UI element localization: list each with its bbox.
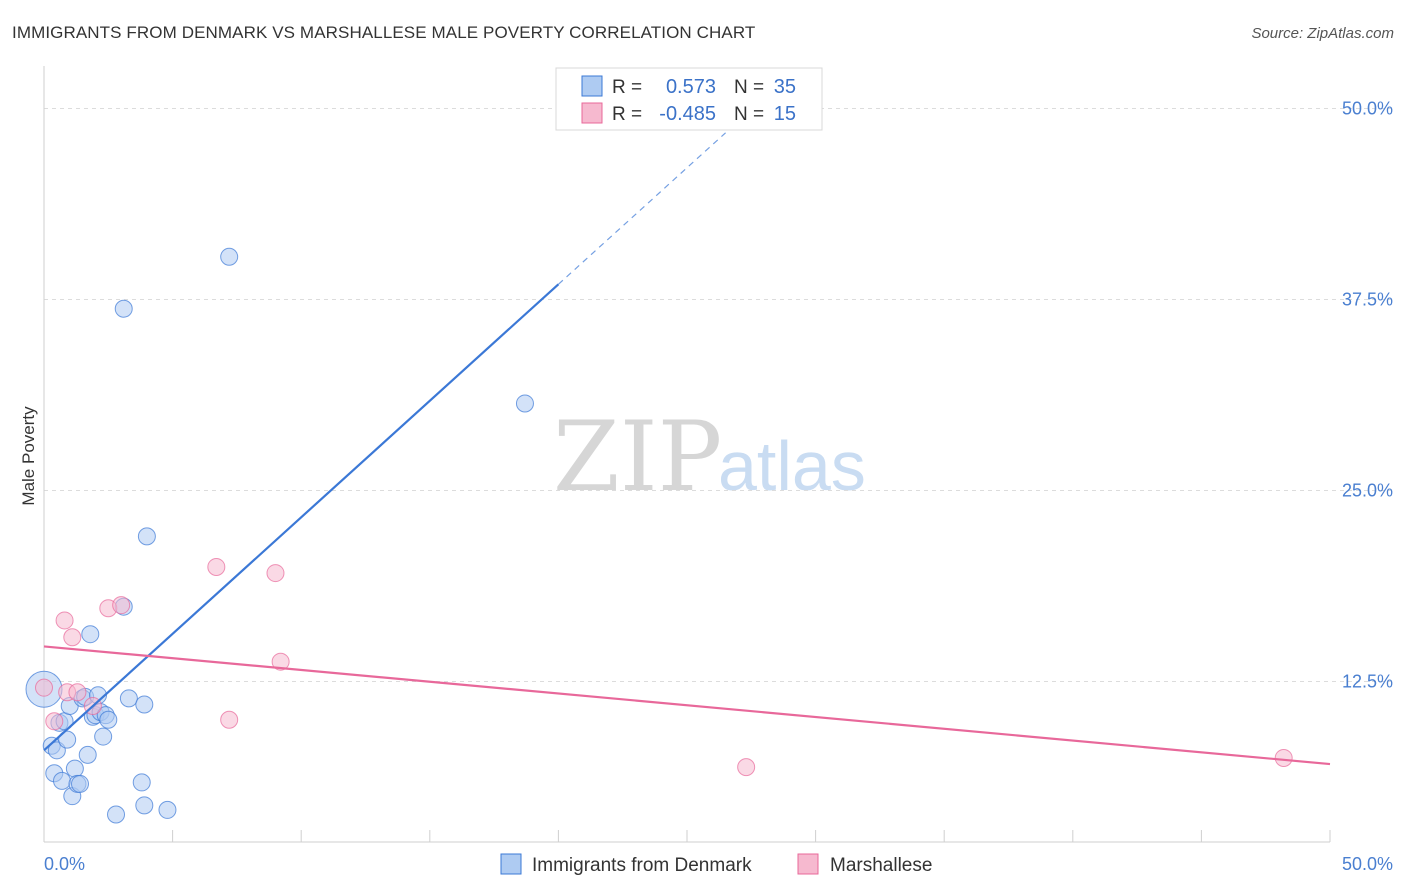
x-tick-label-min: 0.0% (44, 854, 85, 874)
point-denmark (135, 695, 154, 714)
trend-line-denmark (43, 283, 560, 752)
point-marshallese (112, 596, 131, 615)
point-denmark (78, 745, 97, 764)
bottom-legend-swatch-denmark (500, 853, 522, 875)
point-denmark (99, 710, 118, 729)
point-denmark (71, 774, 90, 793)
y-axis-label: Male Poverty (19, 406, 38, 506)
legend-r-value-marshallese: -0.485 (659, 103, 716, 125)
trend-line-denmark-extension (557, 132, 726, 285)
point-denmark (94, 727, 113, 746)
bottom-legend-swatch-marshallese (797, 853, 819, 875)
legend-n-value-marshallese: 15 (774, 103, 796, 125)
correlation-legend: R = 0.573 N = 35 R = -0.485 N = 15 (555, 67, 823, 131)
point-denmark (137, 527, 156, 546)
point-marshallese (266, 564, 285, 583)
legend-n-label-marshallese: N = (734, 104, 764, 125)
point-denmark (132, 773, 151, 792)
y-tick-label-1: 25.0% (1342, 481, 1393, 501)
y-tick-label-0: 12.5% (1342, 672, 1393, 692)
grid-lines (44, 108, 1392, 683)
y-tick-label-3: 50.0% (1342, 99, 1393, 119)
point-denmark (515, 394, 534, 413)
watermark-atlas: atlas (718, 427, 866, 505)
point-denmark (135, 796, 154, 815)
point-marshallese (45, 712, 64, 731)
chart-title: IMMIGRANTS FROM DENMARK VS MARSHALLESE M… (12, 23, 755, 42)
point-marshallese (35, 678, 53, 697)
source-credit: Source: ZipAtlas.com (1251, 25, 1394, 42)
point-denmark (65, 759, 84, 778)
point-marshallese (55, 611, 74, 630)
series-denmark-points (25, 247, 534, 824)
point-marshallese (737, 758, 756, 777)
point-denmark (107, 805, 126, 824)
point-denmark (81, 625, 100, 644)
legend-r-label-marshallese: R = (612, 104, 642, 125)
point-marshallese (1274, 748, 1293, 767)
watermark: ZIP atlas (553, 401, 866, 513)
point-denmark (114, 299, 133, 318)
point-marshallese (63, 628, 82, 647)
series-legend: Immigrants from Denmark Marshallese (500, 853, 932, 876)
legend-swatch-marshallese (581, 102, 603, 124)
legend-n-label-denmark: N = (734, 77, 764, 98)
point-denmark (158, 800, 177, 819)
y-tick-labels: 12.5% 25.0% 37.5% 50.0% (1342, 99, 1393, 692)
x-tick-label-max: 50.0% (1342, 854, 1393, 874)
bottom-legend-label-marshallese: Marshallese (830, 855, 932, 876)
legend-r-value-denmark: 0.573 (666, 76, 716, 98)
legend-n-value-denmark: 35 (774, 76, 796, 98)
x-ticks (43, 830, 1331, 842)
point-marshallese (271, 652, 290, 671)
point-marshallese (68, 683, 87, 702)
point-marshallese (220, 710, 239, 729)
y-tick-label-2: 37.5% (1342, 290, 1393, 310)
watermark-zip: ZIP (553, 401, 722, 513)
trend-line-marshallese (43, 645, 1331, 766)
legend-r-label-denmark: R = (612, 77, 642, 98)
point-denmark (53, 771, 72, 790)
point-denmark (58, 730, 77, 749)
bottom-legend-label-denmark: Immigrants from Denmark (532, 855, 752, 876)
point-denmark (119, 689, 138, 708)
trend-lines (43, 132, 1331, 766)
point-denmark (220, 247, 239, 266)
point-marshallese (207, 557, 226, 576)
legend-swatch-denmark (581, 75, 603, 97)
